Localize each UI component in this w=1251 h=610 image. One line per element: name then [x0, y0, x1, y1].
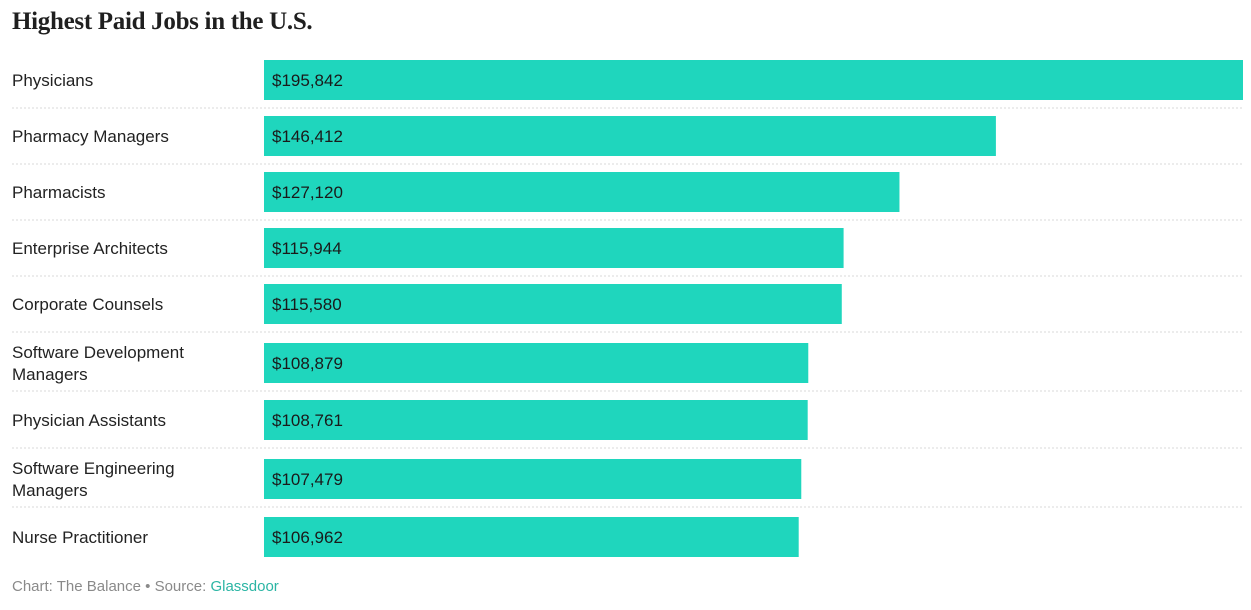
bar[interactable]	[264, 60, 1243, 100]
bar[interactable]	[264, 228, 844, 268]
chart-credit: Chart: The Balance	[12, 578, 141, 595]
category-label: Physician Assistants	[12, 411, 166, 430]
bar[interactable]	[264, 343, 809, 383]
bar[interactable]	[264, 172, 900, 212]
category-label: Software Engineering Managers	[12, 459, 175, 500]
chart-footer: Chart: The Balance • Source: Glassdoor	[12, 578, 279, 595]
category-label: Pharmacy Managers	[12, 127, 169, 146]
category-label: Nurse Practitioner	[12, 528, 148, 547]
source-prefix: Source:	[154, 578, 211, 595]
category-label: Physicians	[12, 71, 93, 90]
category-label: Pharmacists	[12, 183, 106, 202]
bar[interactable]	[264, 284, 842, 324]
bar-value-label: $146,412	[272, 127, 343, 146]
category-label: Enterprise Architects	[12, 239, 168, 258]
bar[interactable]	[264, 459, 802, 499]
bar[interactable]	[264, 116, 996, 156]
chart-title: Highest Paid Jobs in the U.S.	[12, 8, 313, 35]
bar-value-label: $115,580	[272, 295, 342, 314]
bar[interactable]	[264, 400, 808, 440]
bar-value-label: $127,120	[272, 183, 343, 202]
bar[interactable]	[264, 517, 799, 557]
bar-value-label: $108,879	[272, 354, 343, 373]
category-label: Software Development Managers	[12, 343, 184, 384]
bar-value-label: $106,962	[272, 528, 343, 547]
bar-value-label: $107,479	[272, 470, 343, 489]
category-label: Corporate Counsels	[12, 295, 163, 314]
bar-value-label: $195,842	[272, 71, 343, 90]
footer-separator: •	[140, 578, 155, 595]
bar-value-label: $108,761	[272, 411, 343, 430]
bar-value-label: $115,944	[272, 239, 342, 258]
source-link[interactable]: Glassdoor	[210, 578, 279, 595]
